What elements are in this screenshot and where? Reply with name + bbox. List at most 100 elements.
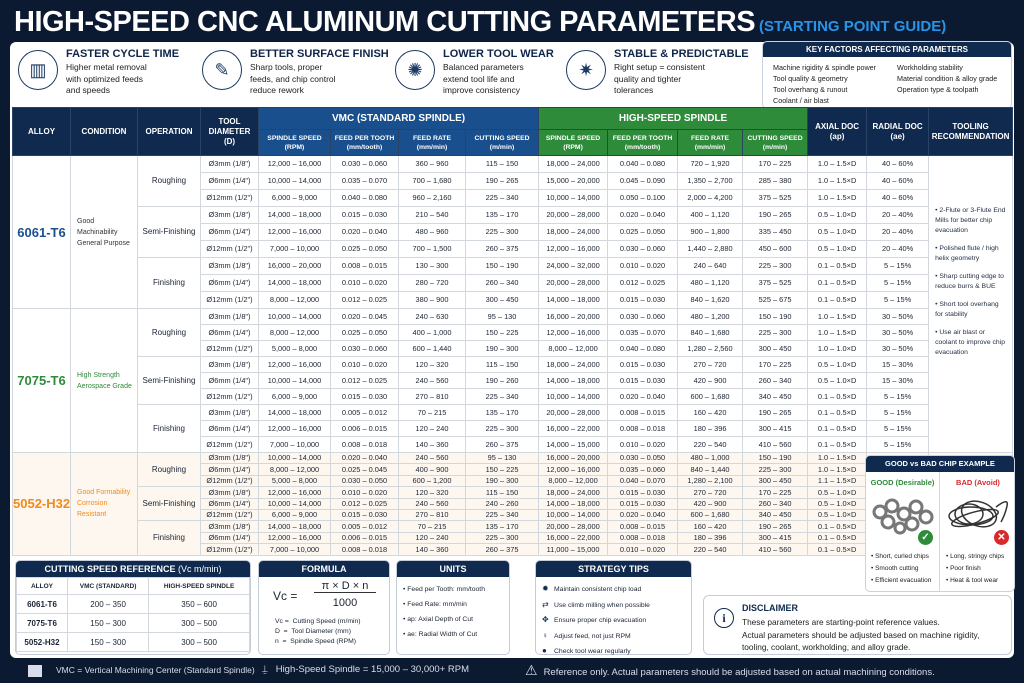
vmc-feed-per-tooth: 0.020 – 0.045 [330, 308, 399, 325]
hss-feed-per-tooth: 0.035 – 0.070 [607, 324, 679, 341]
speed-ref-title-text: CUTTING SPEED REFERENCE [44, 564, 176, 574]
parameters-table: ALLOY CONDITION OPERATION TOOL DIAMETER (D) VM… [12, 107, 1014, 556]
vmc-cutting-speed: 150 – 225 [464, 324, 540, 341]
speed-ref-value: 150 – 300 [66, 632, 150, 652]
axial-doc: 0.1 – 0.5×D [807, 436, 868, 453]
tool-diameter: Ø6mm (1/4") [200, 531, 259, 545]
vmc-cutting-speed: 115 – 150 [464, 486, 540, 499]
warning-icon: ⚠ [525, 662, 538, 678]
hss-feed-per-tooth: 0.008 – 0.018 [607, 531, 679, 545]
vmc-feed-per-tooth: 0.006 – 0.015 [330, 420, 399, 437]
vmc-spindle-speed: 14,000 – 18,000 [258, 520, 331, 533]
header-radial-doc-text: RADIAL DOC [872, 121, 923, 131]
tool-diameter: Ø3mm (1/8") [200, 257, 259, 275]
hss-spindle-speed: 8,000 – 12,000 [538, 474, 609, 488]
vmc-feed-rate: 380 – 900 [398, 291, 466, 309]
hss-cutting-speed: 190 – 265 [742, 206, 809, 224]
vmc-cutting-speed: 300 – 450 [464, 291, 540, 309]
table-row: Ø6mm (1/4") 10,000 – 14,000 0.012 – 0.025 2… [13, 372, 1013, 389]
footer-note-text: Reference only. Actual parameters should… [543, 667, 935, 678]
table-row: Ø12mm (1/2") 5,000 – 8,000 0.030 – 0.060 60… [13, 340, 1013, 357]
operation: Roughing [137, 451, 201, 488]
speed-ref-alloy: 5052-H32 [16, 632, 68, 652]
footer-vmc-text: VMC = Vertical Machining Center (Standar… [56, 665, 255, 675]
alloy-condition: Good Formability Corrosion Resistant [70, 452, 138, 556]
operation: Semi-Finishing [137, 206, 201, 258]
header-vmc: VMC (STANDARD SPINDLE) [257, 107, 540, 130]
vmc-feed-per-tooth: 0.005 – 0.012 [330, 404, 399, 421]
vmc-feed-per-tooth: 0.012 – 0.025 [330, 291, 399, 309]
axial-doc: 0.5 – 1.0×D [807, 356, 868, 373]
subheader-hss-text: FEED RATE [691, 134, 730, 142]
unit-item: • Feed Rate: mm/min [403, 601, 467, 608]
feature-2: ✎ BETTER SURFACE FINISH Sharp tools, prope… [202, 48, 389, 103]
key-factors-title: KEY FACTORS AFFECTING PARAMETERS [763, 42, 1011, 57]
header-hss: HIGH-SPEED SPINDLE [538, 107, 809, 130]
tip-item: ✹ Maintain consistent chip load [542, 582, 685, 598]
radial-doc: 15 – 30% [866, 356, 930, 373]
hss-spindle-speed: 16,000 – 22,000 [538, 531, 609, 545]
hss-spindle-speed: 20,000 – 28,000 [538, 520, 609, 533]
vmc-feed-rate: 120 – 320 [398, 486, 466, 499]
tip-item: ● Check tool wear regularly [542, 644, 685, 660]
feature-desc-line: Higher metal removal [66, 62, 147, 72]
tip-item: ⇄ Use climb milling when possible [542, 598, 685, 614]
unit-item: • ap: Axial Depth of Cut [403, 616, 474, 623]
tool-diameter: Ø12mm (1/2") [200, 240, 259, 258]
feature-desc-line: feeds, and chip control [250, 73, 336, 84]
hss-cutting-speed: 375 – 525 [742, 189, 809, 207]
hss-cutting-speed: 410 – 560 [742, 436, 809, 453]
hss-cutting-speed: 170 – 225 [742, 486, 809, 499]
table-row: Ø12mm (1/2") 5,000 – 8,000 0.030 – 0.050 60… [13, 474, 1013, 488]
hss-feed-rate: 600 – 1,680 [677, 388, 744, 405]
vmc-feed-per-tooth: 0.008 – 0.018 [330, 543, 399, 556]
hss-spindle-speed: 15,000 – 20,000 [538, 172, 609, 190]
axial-doc: 0.5 – 1.0×D [807, 206, 868, 224]
radial-doc: 40 – 60% [866, 172, 930, 190]
vmc-feed-per-tooth: 0.008 – 0.015 [330, 257, 399, 275]
vmc-feed-rate: 120 – 240 [398, 531, 466, 545]
table-row: Finishing Ø3mm (1/8") 14,000 – 18,000 0.005… [13, 520, 1013, 556]
hss-spindle-speed: 24,000 – 32,000 [538, 257, 609, 275]
vmc-feed-per-tooth: 0.015 – 0.030 [330, 388, 399, 405]
formula-lhs: Vc = [273, 589, 298, 603]
hss-feed-rate: 160 – 420 [677, 520, 744, 533]
vmc-feed-per-tooth: 0.030 – 0.060 [330, 340, 399, 357]
subheader-vmc: SPINDLE SPEED (RPM) [258, 129, 331, 156]
vmc-feed-per-tooth: 0.010 – 0.020 [330, 356, 399, 373]
speed-ref-value: 300 – 500 [148, 613, 250, 633]
axial-doc: 0.1 – 0.5×D [807, 291, 868, 309]
hss-feed-per-tooth: 0.030 – 0.050 [607, 451, 679, 465]
tool-diameter: Ø3mm (1/8") [200, 486, 259, 499]
radial-doc: 5 – 15% [866, 420, 930, 437]
units-title: UNITS [397, 561, 509, 577]
hss-feed-rate: 840 – 1,680 [677, 324, 744, 341]
key-factor: Workholding stability [897, 63, 963, 72]
hss-feed-per-tooth: 0.008 – 0.018 [607, 420, 679, 437]
feature-desc-line: with optimized feeds [66, 73, 144, 84]
radial-doc: 20 – 40% [866, 240, 930, 258]
vmc-feed-rate: 70 – 215 [398, 404, 466, 421]
vmc-feed-rate: 400 – 1,000 [398, 324, 466, 341]
axial-doc: 1.0 – 1.5×D [807, 189, 868, 207]
vmc-cutting-speed: 260 – 375 [464, 436, 540, 453]
feature-desc-line: quality and tighter [614, 73, 682, 84]
tip-item: ♀ Adjust feed, not just RPM [542, 629, 685, 645]
condition-line: High Strength [77, 371, 120, 379]
vmc-spindle-speed: 12,000 – 16,000 [258, 223, 331, 241]
vmc-feed-per-tooth: 0.025 – 0.045 [330, 463, 399, 476]
axial-doc: 1.0 – 1.5×D [807, 324, 868, 341]
hss-feed-per-tooth: 0.040 – 0.070 [607, 474, 679, 488]
vmc-feed-rate: 140 – 360 [398, 436, 466, 453]
feature-title: BETTER SURFACE FINISH [250, 48, 389, 60]
vmc-feed-rate: 240 – 560 [398, 372, 466, 389]
footer-hss-text: High-Speed Spindle = 15,000 – 30,000+ RP… [275, 664, 470, 675]
chip-point: • Smooth cutting [871, 565, 919, 572]
vmc-spindle-speed: 7,000 – 10,000 [258, 436, 331, 453]
good-chip-column: GOOD (Desirable) ✓ • Short, curled chips… [866, 472, 940, 591]
vmc-feed-per-tooth: 0.025 – 0.050 [330, 324, 399, 341]
axial-doc: 1.0 – 1.5×D [807, 172, 868, 190]
formula-legend-item: n = Spindle Speed (RPM) [275, 638, 357, 645]
speed-ref-header-cell: VMC (STANDARD) [66, 577, 150, 595]
vmc-cutting-speed: 135 – 170 [464, 206, 540, 224]
